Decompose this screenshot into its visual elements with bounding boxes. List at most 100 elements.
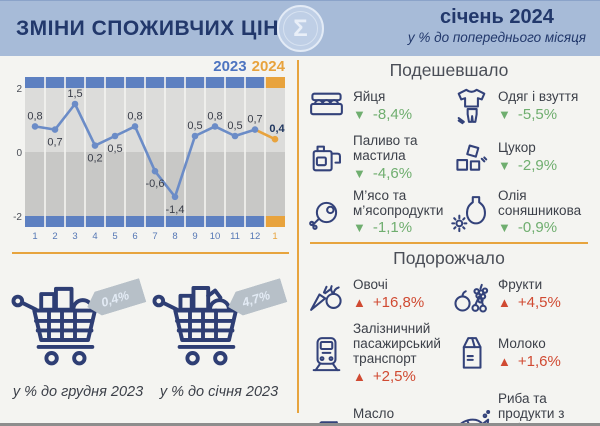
svg-text:1: 1 [32, 231, 37, 242]
good-value-row: ▲ +1,6% [498, 353, 561, 370]
good-value: +16,8% [372, 294, 425, 312]
svg-text:0,5: 0,5 [187, 120, 202, 132]
down-triangle-icon: ▼ [353, 165, 366, 181]
svg-text:0,8: 0,8 [127, 110, 142, 122]
svg-text:0,8: 0,8 [207, 110, 222, 122]
shopping-cart-icon [152, 286, 238, 366]
meat-icon [306, 192, 347, 233]
svg-text:6: 6 [132, 231, 137, 242]
dearer-section-title: Подорожчало [393, 248, 505, 269]
right-divider [310, 242, 588, 245]
good-value-row: ▼ -8,4% [353, 106, 412, 123]
svg-text:9: 9 [192, 231, 197, 242]
good-value-row: ▼ -0,9% [498, 219, 592, 236]
good-item-oil: Олія соняшникова ▼ -0,9% [451, 188, 592, 237]
header: ЗМІНИ СПОЖИВЧИХ ЦІН Σ січень 2024 у % до… [0, 0, 600, 56]
good-value-row: ▲ +2,5% [353, 368, 447, 385]
year-2023-label: 2023 [213, 58, 247, 75]
good-item-fruits: Фрукти ▲ +4,5% [451, 274, 592, 315]
svg-text:5: 5 [112, 231, 117, 242]
page-title: ЗМІНИ СПОЖИВЧИХ ЦІН [16, 16, 279, 40]
statistics-logo: Σ [277, 5, 324, 52]
bottom-border [0, 423, 600, 426]
column-divider [297, 60, 299, 413]
good-text: Молоко ▲ +1,6% [498, 336, 561, 370]
svg-text:7: 7 [152, 231, 157, 242]
svg-text:12: 12 [250, 231, 261, 242]
svg-text:0,7: 0,7 [247, 114, 262, 126]
eggs-icon [306, 86, 347, 127]
svg-text:-1,4: -1,4 [166, 204, 185, 216]
svg-text:10: 10 [210, 231, 221, 242]
good-item-fish: Риба та продукти з риби ▲ +1,4% [451, 391, 592, 426]
svg-text:0,8: 0,8 [27, 110, 42, 122]
good-text: Овочі ▲ +16,8% [353, 277, 424, 312]
good-value: +2,5% [372, 367, 416, 385]
cheaper-grid: Яйця ▼ -8,4% Одяг і взуття ▼ [306, 86, 592, 236]
down-triangle-icon: ▼ [353, 220, 366, 236]
good-value-row: ▼ -2,9% [498, 157, 557, 174]
good-name: Фрукти [498, 277, 543, 293]
shopping-cart-icon [11, 286, 97, 366]
left-column: 2023 2024 2 0 -2 0,8 0,7 1,5 0,2 0,5 0,8 -0,6 -1,4… [0, 56, 297, 423]
good-value: -5,5% [517, 105, 558, 123]
up-triangle-icon: ▲ [498, 354, 511, 370]
good-name: Овочі [353, 277, 388, 293]
good-text: Залізничний пасажирський транспорт ▲ +2,… [353, 322, 447, 385]
train-icon [306, 333, 347, 374]
good-text: Цукор ▼ -2,9% [498, 140, 557, 175]
good-name: Паливо та мастила [353, 133, 418, 163]
good-value: -2,9% [517, 157, 558, 175]
good-text: Олія соняшникова ▼ -0,9% [498, 188, 592, 237]
svg-text:0,4: 0,4 [269, 123, 285, 135]
svg-text:0,7: 0,7 [47, 137, 62, 149]
right-column: Подешевшало Яйця ▼ -8,4% [299, 56, 600, 426]
good-item-vegetables: Овочі ▲ +16,8% [306, 274, 447, 315]
good-item-rail-transport: Залізничний пасажирський транспорт ▲ +2,… [306, 322, 447, 385]
summary-card-month: 0,4% у % до грудня 2023 [10, 282, 146, 400]
good-item-eggs: Яйця ▼ -8,4% [306, 86, 447, 127]
card-caption-month: у % до грудня 2023 [12, 384, 144, 400]
svg-text:0,5: 0,5 [107, 143, 122, 155]
down-triangle-icon: ▼ [353, 106, 366, 122]
good-name: М’ясо та м’ясопродукти [353, 187, 444, 218]
sigma-logo-icon: Σ [283, 11, 318, 46]
chart-year-labels: 2023 2024 [9, 58, 289, 77]
good-item-clothes: Одяг і взуття ▼ -5,5% [451, 86, 592, 127]
svg-text:-0,6: -0,6 [146, 178, 165, 190]
main-content: 2023 2024 2 0 -2 0,8 0,7 1,5 0,2 0,5 0,8 -0,6 -1,4… [0, 56, 600, 426]
up-triangle-icon: ▲ [353, 295, 366, 311]
svg-text:1: 1 [272, 231, 277, 242]
good-name: Молоко [498, 336, 546, 352]
cheaper-section-title: Подешевшало [389, 60, 509, 80]
svg-text:1,5: 1,5 [67, 88, 82, 100]
period-subtitle: у % до попереднього місяця [407, 30, 586, 45]
good-value-row: ▲ +16,8% [353, 294, 424, 311]
down-triangle-icon: ▼ [498, 106, 511, 122]
dearer-grid: Овочі ▲ +16,8% Фр [306, 274, 592, 426]
good-text: Фрукти ▲ +4,5% [498, 277, 561, 312]
summary-card-year: 4,7% у % до січня 2023 [151, 282, 287, 400]
good-value-row: ▼ -1,1% [353, 219, 447, 236]
svg-text:-2: -2 [13, 212, 22, 223]
down-triangle-icon: ▼ [498, 158, 511, 174]
good-item-milk: Молоко ▲ +1,6% [451, 322, 592, 385]
good-name: Масло [353, 405, 395, 421]
good-value: -8,4% [372, 105, 413, 123]
svg-text:11: 11 [230, 231, 240, 242]
vegetables-icon [306, 274, 347, 315]
period-label: січень 2024 [440, 6, 554, 28]
good-value-row: ▼ -5,5% [498, 106, 578, 123]
good-text: Паливо та мастила ▼ -4,6% [353, 133, 447, 182]
good-item-sugar: Цукор ▼ -2,9% [451, 134, 592, 182]
card-caption-year: у % до січня 2023 [159, 384, 279, 400]
oil-icon [451, 192, 492, 233]
good-item-fuel: Паливо та мастила ▼ -4,6% [306, 133, 447, 182]
svg-text:0,2: 0,2 [87, 153, 102, 165]
good-name: Цукор [498, 140, 536, 156]
clothes-icon [451, 86, 492, 127]
left-divider [12, 252, 289, 254]
sugar-icon [451, 137, 492, 178]
svg-text:8: 8 [172, 231, 177, 242]
svg-text:0,5: 0,5 [227, 120, 242, 132]
